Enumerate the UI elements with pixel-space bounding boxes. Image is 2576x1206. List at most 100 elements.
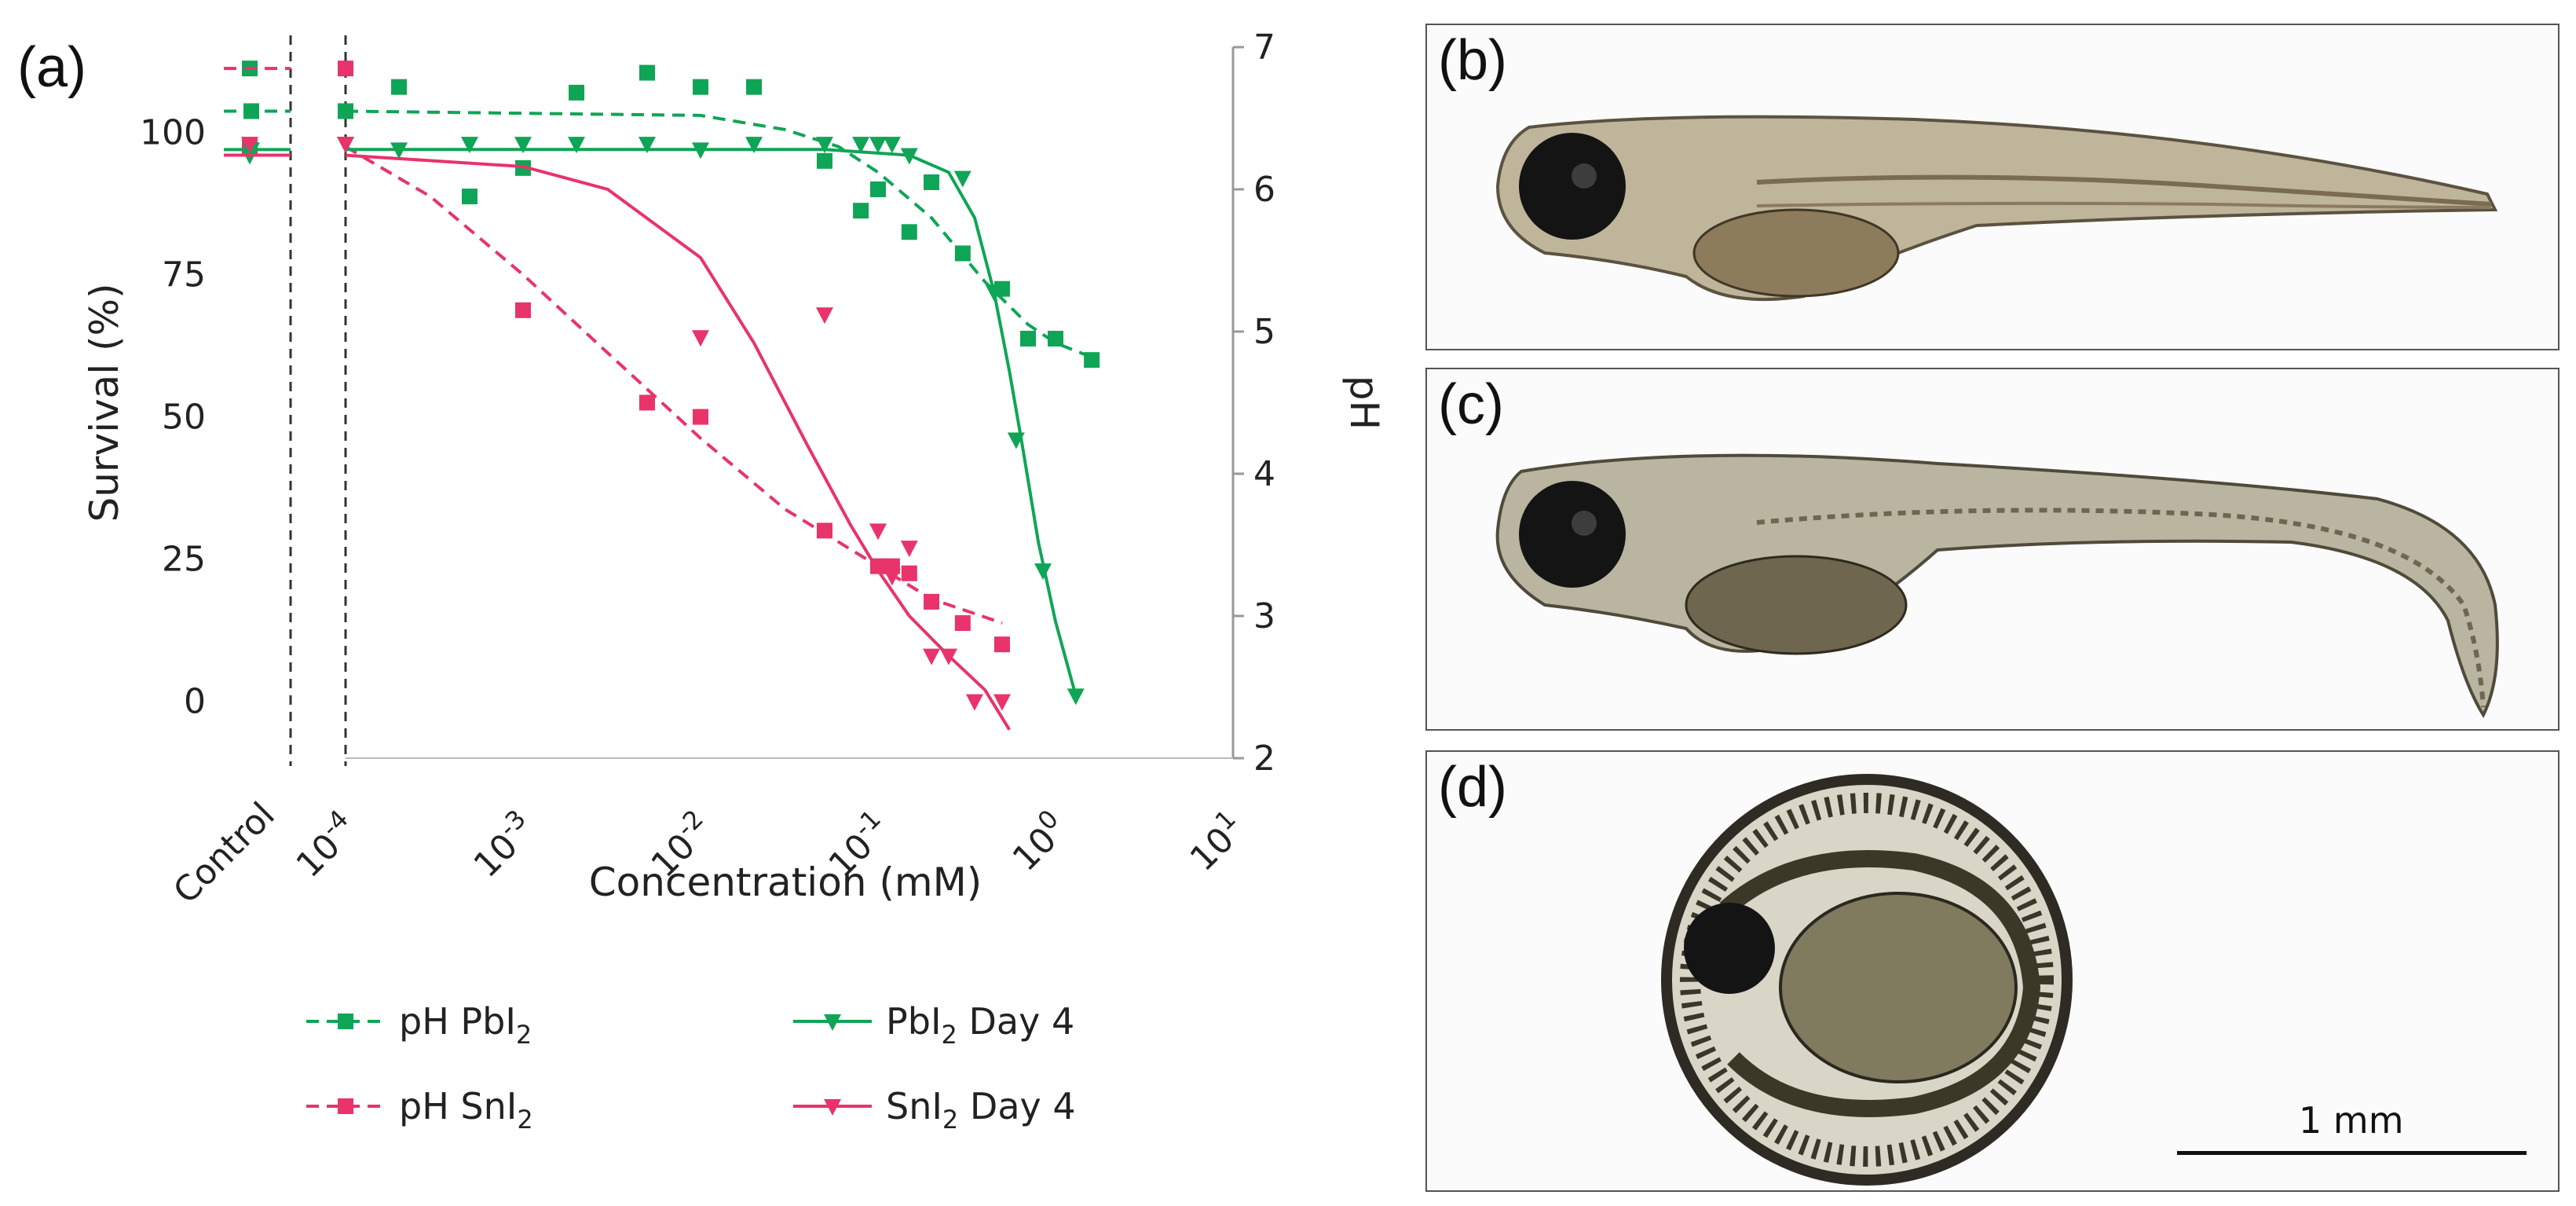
survival-ph-chart: (a) 2 3 4 5 6 7 pH 0 25 50 75 100 Survival (%) 10-4 10-…	[17, 27, 1382, 1135]
data-point-SnI2_day4	[939, 648, 957, 665]
x-tick-label-text: 10-3	[462, 804, 543, 885]
legend-marker-PbI2_day4	[824, 1014, 841, 1031]
data-point-PbI2_day4	[869, 137, 887, 154]
x-tick-label: 100	[1001, 804, 1076, 879]
data-point-PbI2_day4	[692, 142, 709, 159]
legend-label-pH_SnI2: pH SnI2	[399, 1085, 533, 1135]
data-point-SnI2_day4	[883, 569, 901, 586]
x-tick-label-text: 10-4	[284, 804, 366, 885]
legend-label-pH_PbI2: pH PbI2	[399, 1000, 532, 1050]
ph-tick-label: 7	[1253, 27, 1275, 68]
data-point-pH_PbI2	[391, 79, 408, 95]
series-line-pH_PbI2	[345, 109, 1092, 359]
legend-marker-SnI2_day4	[824, 1099, 841, 1116]
data-point-PbI2_day4	[985, 284, 1003, 302]
data-point-pH_SnI2	[901, 565, 917, 581]
series-line-pH_SnI2	[344, 145, 1003, 625]
data-point-pH_PbI2	[816, 152, 832, 169]
x-tick-label: 101	[1178, 804, 1253, 879]
panel-c-label: (c)	[1438, 373, 1504, 436]
data-point-PbI2_day4	[1034, 563, 1052, 581]
ph-tick-label: 5	[1253, 312, 1275, 352]
ph-tick-label: 4	[1253, 454, 1275, 494]
data-point-pH_SnI2	[693, 409, 708, 425]
series-line-SnI2_day4	[345, 153, 1012, 731]
data-point-pH_PbI2	[1048, 331, 1063, 347]
survival-tick-label: 0	[184, 682, 206, 722]
x-tick-label-text: 101	[1178, 804, 1253, 879]
ph-axis-title: pH	[1341, 376, 1382, 430]
survival-axis-title: Survival (%)	[82, 283, 127, 522]
data-point-PbI2_day4	[745, 137, 763, 154]
data-point-pH_SnI2	[954, 615, 971, 632]
data-point-pH_PbI2	[569, 84, 585, 101]
data-point-PbI2_day4	[1007, 432, 1025, 449]
data-point-PbI2_day4	[390, 142, 408, 159]
data-point-PbI2_day4	[900, 148, 918, 165]
data-point-pH_SnI2	[338, 60, 353, 77]
legend-marker-pH_SnI2	[338, 1098, 353, 1114]
data-point-SnI2_day4	[692, 330, 709, 347]
scale-bar	[2177, 1151, 2527, 1155]
data-point-pH_PbI2	[461, 189, 478, 205]
data-point-pH_PbI2	[338, 103, 353, 119]
data-point-SnI2_day4	[337, 137, 354, 154]
x-tick-label-text: 100	[1001, 804, 1076, 879]
data-point-pH_PbI2	[639, 64, 655, 81]
data-point-pH_PbI2	[901, 224, 917, 240]
data-point-pH_PbI2	[746, 79, 763, 95]
data-point-PbI2_day4	[460, 137, 478, 154]
data-point-pH_SnI2	[816, 522, 832, 539]
legend-label-SnI2_day4: SnI2 Day 4	[886, 1085, 1076, 1135]
control-point-SnI2_day4	[241, 137, 258, 154]
x-tick-label: 10-4	[284, 804, 366, 885]
data-point-pH_PbI2	[870, 181, 886, 197]
data-point-pH_PbI2	[1084, 352, 1100, 368]
data-point-pH_PbI2	[954, 245, 971, 262]
legend-label-PbI2_day4: PbI2 Day 4	[886, 1000, 1074, 1050]
survival-tick-label: 25	[162, 540, 206, 580]
panel-c-image: (c)	[1425, 368, 2560, 731]
panel-b-label: (b)	[1438, 29, 1507, 92]
data-point-pH_PbI2	[853, 203, 869, 219]
zebrafish-larva-straight-illustration	[1495, 115, 2498, 302]
ph-tick-label: 6	[1253, 170, 1275, 210]
data-point-SnI2_day4	[923, 648, 941, 665]
panel-d-label: (d)	[1438, 756, 1507, 819]
data-point-SnI2_day4	[965, 694, 983, 711]
data-point-PbI2_day4	[568, 137, 586, 154]
data-point-PbI2_day4	[1067, 688, 1085, 706]
data-point-pH_SnI2	[639, 394, 655, 411]
data-point-pH_PbI2	[1019, 331, 1036, 347]
data-point-SnI2_day4	[869, 523, 887, 541]
panel-d-image: (d) 1 mm	[1425, 750, 2560, 1192]
legend-marker-pH_PbI2	[338, 1014, 353, 1029]
survival-tick-label: 75	[162, 255, 206, 295]
zebrafish-embryo-in-chorion-illustration	[1661, 774, 2073, 1186]
data-point-pH_SnI2	[515, 302, 531, 318]
data-point-PbI2_day4	[815, 137, 833, 154]
series-line-PbI2_day4	[346, 148, 1078, 696]
survival-tick-label: 100	[140, 113, 206, 153]
ph-tick-label: 2	[1253, 739, 1275, 779]
control-label: Control	[166, 795, 283, 912]
data-point-SnI2_day4	[993, 694, 1011, 711]
data-point-pH_PbI2	[693, 79, 708, 95]
zebrafish-larva-curved-illustration	[1495, 453, 2499, 719]
data-point-PbI2_day4	[953, 170, 971, 188]
ph-tick-label: 3	[1253, 596, 1275, 636]
data-point-PbI2_day4	[514, 137, 532, 154]
data-point-pH_SnI2	[924, 593, 940, 610]
x-axis-title: Concentration (mM)	[589, 860, 982, 905]
data-point-pH_SnI2	[993, 636, 1010, 653]
survival-tick-label: 50	[162, 398, 206, 438]
control-point-pH_PbI2	[243, 103, 259, 119]
data-point-PbI2_day4	[852, 137, 870, 154]
panel-a-label: (a)	[17, 36, 86, 99]
x-tick-label: 10-3	[462, 804, 543, 885]
data-point-PbI2_day4	[638, 137, 656, 154]
scale-bar-label: 1 mm	[2299, 1099, 2404, 1142]
data-point-PbI2_day4	[883, 137, 901, 154]
data-point-SnI2_day4	[900, 541, 918, 558]
data-point-pH_PbI2	[924, 174, 940, 190]
